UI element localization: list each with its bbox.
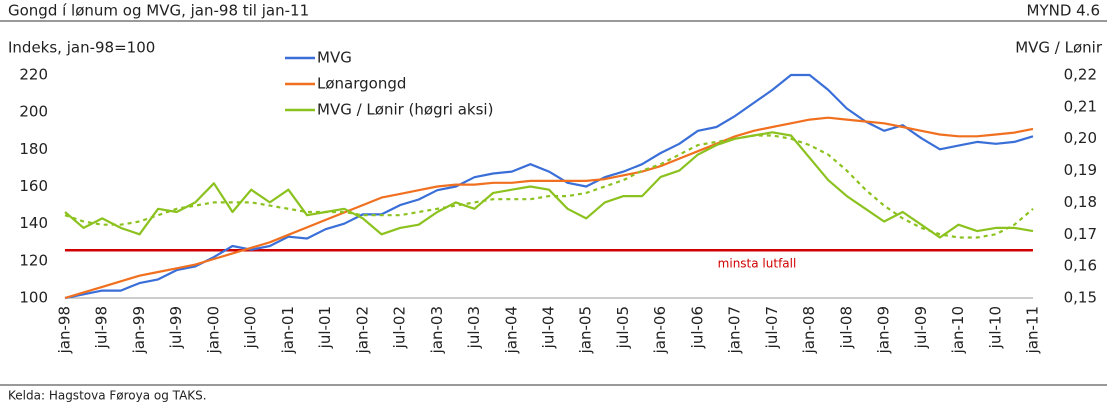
x-tick-label: jul-07: [763, 306, 781, 349]
x-tick-label: jul-00: [242, 306, 260, 349]
y2-tick-label: 0,20: [1064, 129, 1097, 147]
y2-tick-label: 0,21: [1064, 97, 1097, 115]
y2-axis-label: MVG / Lønir: [1015, 39, 1103, 57]
y-tick-label: 100: [19, 289, 48, 307]
x-tick-label: jan-09: [875, 306, 893, 354]
x-tick-label: jul-05: [614, 306, 632, 349]
y2-tick-label: 0,19: [1064, 161, 1097, 179]
reference-label: minsta lutfall: [718, 257, 797, 271]
x-tick-label: jan-11: [1024, 306, 1042, 354]
x-tick-label: jul-98: [93, 306, 111, 349]
x-tick-label: jul-02: [391, 306, 409, 349]
x-tick-label: jan-10: [949, 306, 967, 354]
x-tick-label: jan-07: [726, 306, 744, 354]
x-tick-label: jul-03: [465, 306, 483, 349]
legend-label: MVG: [317, 49, 352, 67]
y-tick-label: 140: [19, 214, 48, 232]
y-axis-label: Indeks, jan-98=100: [8, 39, 155, 57]
y-tick-label: 180: [19, 140, 48, 158]
y-tick-label: 220: [19, 66, 48, 84]
series-line: [64, 73, 1034, 300]
x-tick-label: jul-09: [912, 306, 930, 349]
x-tick-label: jan-03: [428, 306, 446, 354]
x-tick-label: jul-99: [167, 306, 185, 349]
figure-label: MYND 4.6: [1027, 2, 1101, 20]
x-tick-label: jan-00: [204, 306, 222, 354]
y2-tick-label: 0,16: [1064, 257, 1097, 275]
chart-title: Gongd í lønum og MVG, jan-98 til jan-11: [8, 2, 309, 20]
y2-tick-label: 0,18: [1064, 193, 1097, 211]
series-line: [64, 131, 1034, 239]
x-tick-label: jan-08: [800, 306, 818, 354]
legend-label: Lønargongd: [317, 75, 406, 93]
series-line: [64, 116, 1034, 300]
x-tick-label: jul-08: [837, 306, 855, 349]
x-tick-label: jul-01: [316, 306, 334, 349]
x-tick-label: jan-04: [502, 306, 520, 354]
x-tick-label: jan-02: [353, 306, 371, 354]
x-tick-label: jan-01: [279, 306, 297, 354]
y-tick-label: 200: [19, 103, 48, 121]
x-tick-label: jul-06: [688, 306, 706, 349]
legend-label: MVG / Lønir (høgri aksi): [317, 101, 493, 119]
y2-tick-label: 0,15: [1064, 289, 1097, 307]
x-tick-label: jul-10: [986, 306, 1004, 349]
x-tick-label: jan-05: [577, 306, 595, 354]
x-tick-label: jan-99: [130, 306, 148, 354]
y-tick-label: 120: [19, 251, 48, 269]
y2-tick-label: 0,22: [1064, 66, 1097, 84]
y-tick-label: 160: [19, 177, 48, 195]
trend-line: [64, 134, 1034, 239]
x-tick-label: jul-04: [540, 306, 558, 349]
y2-tick-label: 0,17: [1064, 225, 1097, 243]
x-tick-label: jan-98: [56, 306, 74, 354]
x-tick-label: jan-06: [651, 306, 669, 354]
source: Kelda: Hagstova Føroya og TAKS.: [8, 389, 207, 403]
